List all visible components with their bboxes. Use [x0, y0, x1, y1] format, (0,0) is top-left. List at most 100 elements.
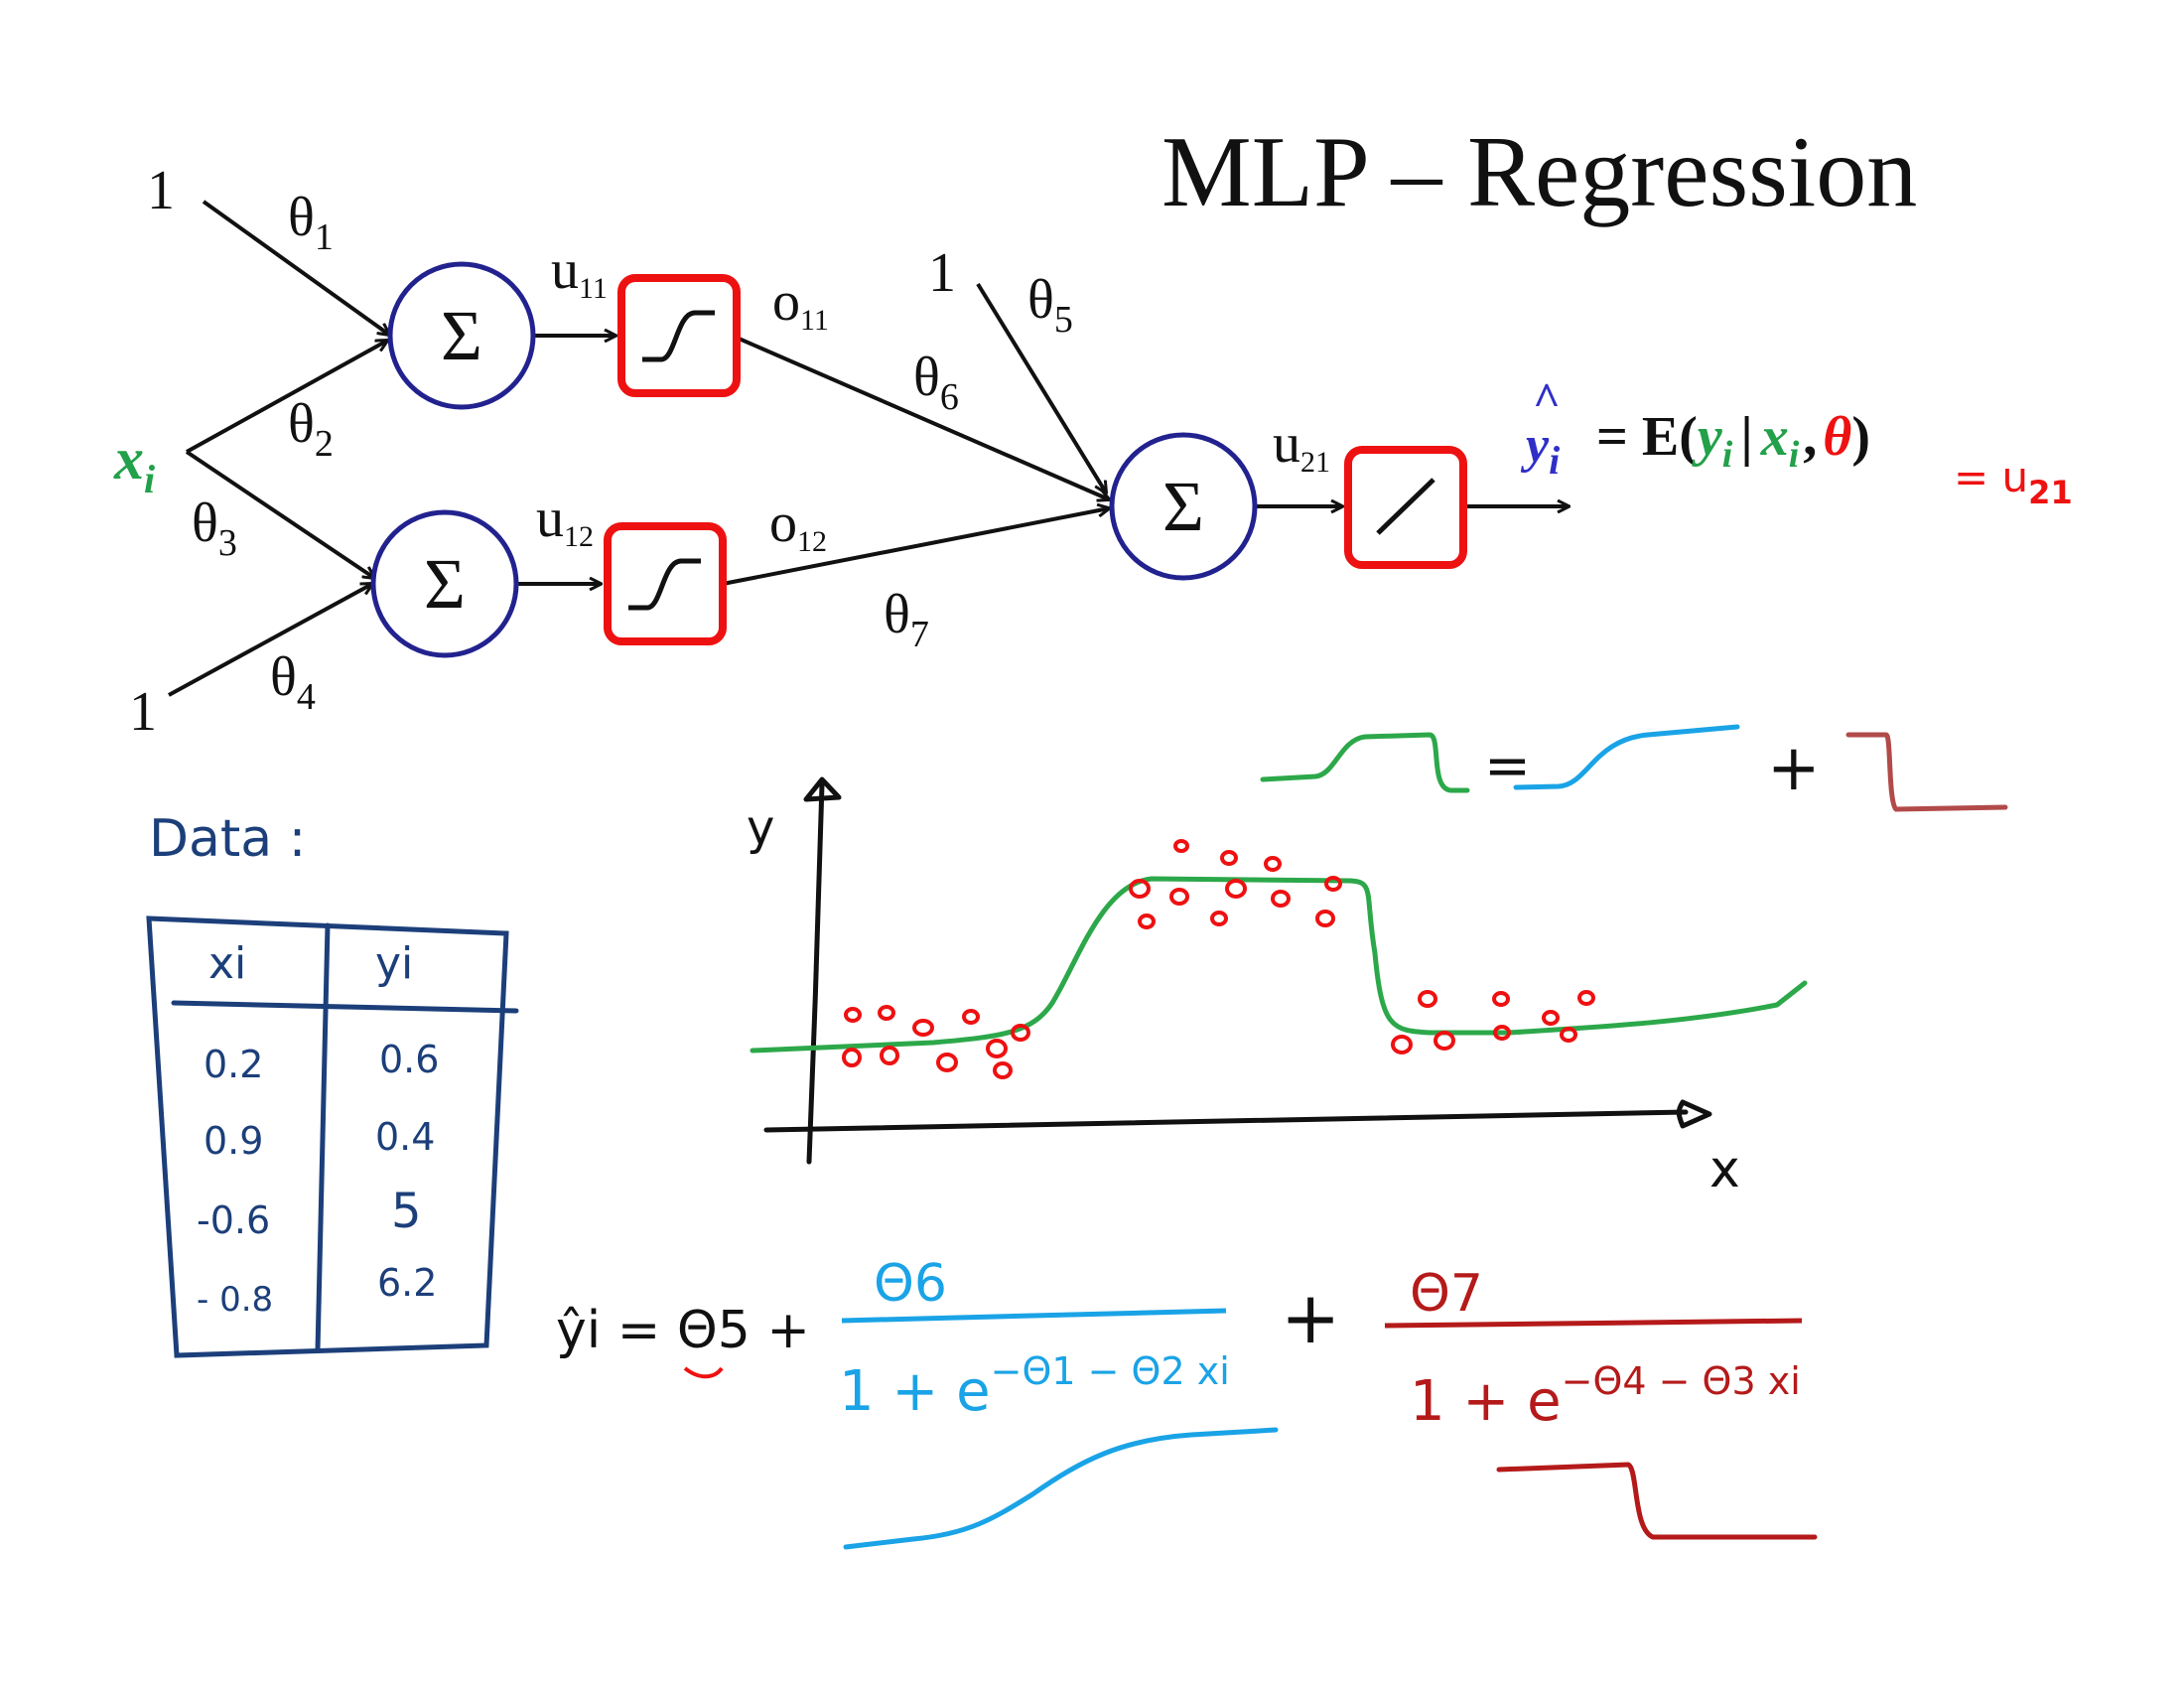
label-o11: o11	[772, 271, 829, 337]
shape-equals: =	[1484, 734, 1531, 798]
bias-label-top: 1	[147, 160, 175, 221]
table-divider-header	[171, 1000, 519, 1014]
x-axis-label: x	[1709, 1140, 1740, 1199]
data-point	[1493, 1025, 1511, 1041]
data-point	[842, 1048, 862, 1067]
formula-lhs: ŷi = Θ5 +	[556, 1301, 810, 1360]
weight-theta1: θ1	[288, 187, 334, 258]
data-point	[1271, 890, 1291, 908]
yhat-symbol: yi	[1520, 417, 1560, 483]
label-u12: u12	[536, 488, 594, 553]
output-equation: yi ^ = E(yi | xi, θ) = u21	[1520, 373, 2073, 511]
table-cell: 5	[391, 1184, 422, 1239]
data-point	[1173, 839, 1189, 853]
input-label: xi	[113, 426, 155, 501]
label-u11: u11	[551, 239, 608, 305]
y-axis-arrow	[803, 776, 842, 802]
sigmoid-box-2	[604, 522, 727, 645]
data-point	[1210, 911, 1228, 926]
table-border	[146, 915, 509, 1358]
table-cell: -0.6	[197, 1198, 270, 1242]
page-title: MLP – Regression	[1161, 116, 1917, 228]
table-cell: 6.2	[377, 1261, 437, 1305]
data-point	[1011, 1024, 1030, 1042]
table-cell: 0.9	[204, 1119, 263, 1163]
term1-denominator: 1 + e−Θ1 − Θ2 xi	[839, 1349, 1230, 1424]
weight-theta3: θ3	[192, 492, 237, 564]
data-point	[1391, 1035, 1413, 1055]
data-point	[962, 1009, 980, 1025]
weight-theta7: θ7	[884, 584, 929, 655]
sigma-icon: Σ	[441, 296, 482, 375]
data-point	[1220, 850, 1238, 866]
hat-symbol: ^	[1533, 373, 1561, 426]
term2-numerator: Θ7	[1410, 1264, 1483, 1324]
edge-bias2-to-sum2	[168, 584, 372, 697]
data-points	[842, 839, 1595, 1079]
table-divider-vertical	[315, 922, 331, 1353]
table-cell: - 0.8	[197, 1280, 273, 1320]
data-point	[1492, 991, 1510, 1007]
sigma-icon: Σ	[1162, 467, 1204, 546]
data-point	[878, 1005, 895, 1021]
formula-plus: +	[1281, 1276, 1340, 1359]
edge-bias1-to-sum1	[202, 200, 389, 335]
shape-decomposition	[1260, 724, 2008, 812]
sigmoid-box-1	[617, 274, 741, 397]
sigmoid-icon	[628, 558, 701, 611]
table-cell: 0.4	[375, 1115, 435, 1159]
data-point	[1577, 990, 1595, 1006]
data-point	[1225, 879, 1247, 899]
bias-label-output: 1	[928, 242, 956, 304]
term2-denominator: 1 + e−Θ4 − Θ3 xi	[1410, 1359, 1801, 1434]
sum-node-1: Σ	[387, 261, 536, 410]
data-point	[844, 1007, 862, 1023]
data-point	[936, 1053, 958, 1072]
weight-theta5: θ5	[1027, 269, 1073, 341]
sum-node-output: Σ	[1109, 432, 1258, 581]
handwritten-formula: ŷi = Θ5 + Θ6 1 + e−Θ1 − Θ2 xi + Θ7 1 + e…	[556, 1254, 1818, 1550]
data-point	[1560, 1027, 1577, 1043]
table-header-y: yi	[375, 938, 413, 989]
data-heading: Data :	[149, 809, 306, 869]
edge-x-to-sum2	[185, 450, 374, 578]
dark-red-step-below	[1496, 1462, 1818, 1540]
data-point	[1324, 876, 1342, 892]
term1-fraction-bar	[841, 1308, 1227, 1324]
table-cell: 0.6	[379, 1038, 439, 1081]
linear-box-output	[1344, 446, 1467, 569]
edge-bias3-to-sum3	[976, 282, 1106, 492]
x-axis	[763, 1109, 1689, 1133]
data-point	[1315, 910, 1335, 927]
sigmoid-icon	[642, 310, 715, 362]
cyan-sigmoid-sketch	[1513, 724, 1740, 790]
label-o12: o12	[769, 492, 827, 558]
expectation-expression: = E(yi | xi, θ)	[1596, 406, 1870, 476]
cyan-sigmoid-below	[843, 1427, 1279, 1550]
theta5-underline	[683, 1366, 724, 1379]
shape-plus: +	[1767, 732, 1821, 805]
weight-theta6: θ6	[913, 347, 959, 418]
term2-fraction-bar	[1384, 1318, 1803, 1329]
term1-numerator: Θ6	[874, 1254, 947, 1314]
data-table: Data : xi yi 0.2 0.6 0.9 0.4 -0.6 5 - 0.…	[146, 809, 519, 1358]
fit-curve	[750, 876, 1808, 1054]
y-axis	[806, 781, 825, 1165]
weight-theta2: θ2	[288, 393, 334, 465]
data-point	[1542, 1010, 1560, 1026]
edge-act2-to-sum3	[722, 508, 1109, 586]
linear-icon	[1376, 478, 1435, 535]
green-bump-sketch	[1260, 732, 1470, 793]
data-point	[1433, 1031, 1455, 1051]
table-header-x: xi	[208, 938, 246, 989]
data-point	[993, 1061, 1013, 1079]
label-u21: u21	[1273, 413, 1330, 479]
data-point	[1264, 856, 1282, 872]
edge-x-to-sum1	[186, 341, 387, 454]
weight-theta4: θ4	[270, 646, 316, 718]
edge-act1-to-sum3	[736, 336, 1109, 499]
brown-step-sketch	[1845, 732, 2008, 812]
data-point	[1169, 888, 1189, 906]
data-point	[1129, 879, 1151, 899]
